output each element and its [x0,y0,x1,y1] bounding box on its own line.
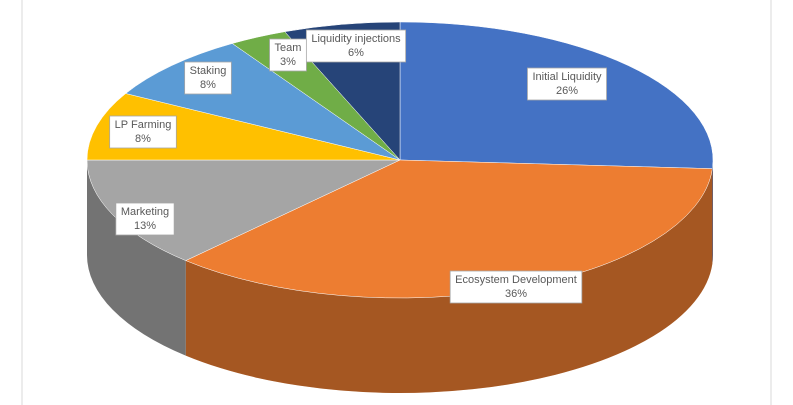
label-category: Staking [190,65,227,77]
label-value: 13% [134,220,156,232]
label-category: Liquidity injections [311,33,401,45]
slice [86,159,401,261]
data-label: Marketing 13% [115,202,175,236]
label-value: 26% [556,85,578,97]
data-label: Ecosystem Development 36% [449,270,583,304]
label-value: 6% [348,47,364,59]
label-category: Ecosystem Development [455,274,577,286]
label-box [115,202,175,236]
data-label: LP Farming 8% [109,115,177,149]
label-box [184,61,232,95]
label-box [449,270,583,304]
slice-wall-shade [712,160,713,264]
label-box [109,115,177,149]
label-category: Team [275,42,302,54]
data-label: Initial Liquidity 26% [527,67,607,101]
label-category: LP Farming [115,119,172,131]
slice-wall-shade [87,160,186,356]
label-value: 36% [505,288,527,300]
slice-wall [87,160,186,356]
pie-tops [86,21,714,299]
data-label: Staking 8% [184,61,232,95]
label-box [527,67,607,101]
label-category: Initial Liquidity [532,71,602,83]
label-value: 8% [200,79,216,91]
label-box [269,38,307,72]
data-label: Liquidity injections 6% [305,29,407,63]
slice-wall [712,160,713,264]
pie-walls [87,160,713,393]
slice-wall-shade [185,168,713,393]
label-value: 8% [135,133,151,145]
pie-labels: Initial Liquidity 26% Ecosystem Developmen… [109,29,607,304]
label-value: 3% [280,56,296,68]
slice-wall [185,168,713,393]
data-label: Team 3% [269,38,307,72]
label-category: Marketing [121,206,169,218]
label-box [305,29,407,63]
